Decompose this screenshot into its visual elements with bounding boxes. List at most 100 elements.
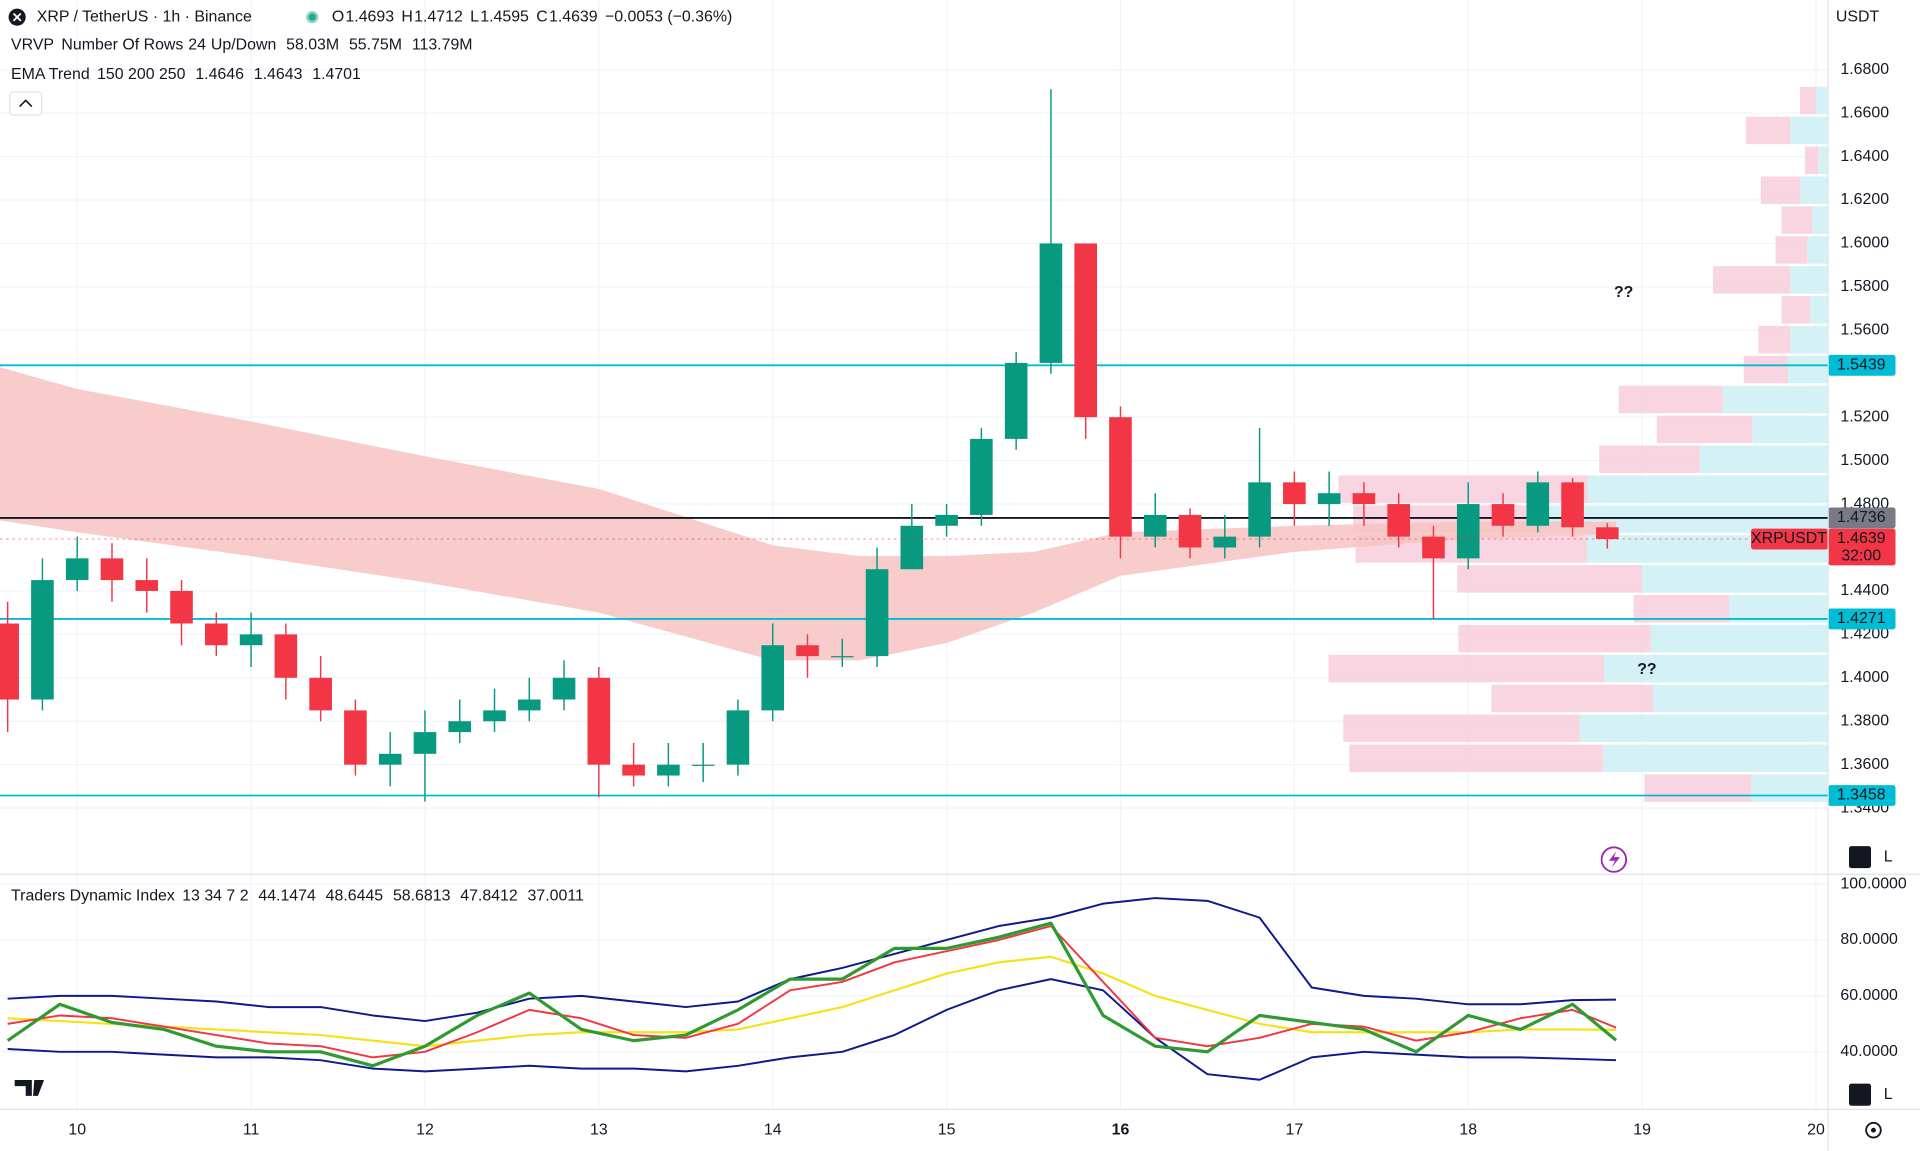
candle-body [31, 580, 54, 700]
candle-body [900, 525, 924, 570]
legend-text: L [470, 8, 479, 25]
candle-body [413, 732, 437, 754]
alert-icon[interactable] [1600, 846, 1628, 873]
volume-profile-down [1751, 774, 1829, 802]
y-tick-label: 60.0000 [1840, 987, 1898, 1004]
volume-profile-up [1656, 415, 1753, 444]
legend-text: H [401, 8, 413, 25]
annotation: ?? [1614, 284, 1633, 301]
text-layer: 10 11 12 13 14 15 16 17 18 19 20 1.6800 1.6600 1.6400… [11, 8, 1907, 1138]
candle-body [1283, 482, 1306, 505]
candle-body [1004, 362, 1028, 439]
candle-body [517, 699, 541, 711]
volume-profile-up [1349, 744, 1603, 772]
legend-text: 1.4693 [345, 8, 394, 25]
volume-profile-up [1800, 86, 1816, 115]
legend-text: XRP / TetherUS · 1h · Binance [37, 8, 252, 25]
volume-profile-down [1812, 206, 1829, 234]
candle-body [274, 634, 298, 678]
volume-profile-up [1328, 654, 1605, 683]
candle-body [796, 645, 819, 657]
y-tick-label: 1.5200 [1840, 408, 1889, 425]
collapse-button[interactable] [9, 91, 43, 116]
x-tick-label: 19 [1633, 1121, 1651, 1138]
y-tick-label: 100.0000 [1840, 875, 1906, 892]
volume-profile-down [1588, 475, 1829, 503]
volume-profile-down [1790, 325, 1829, 354]
x-tick-label: 17 [1286, 1121, 1304, 1138]
candle-body [1596, 527, 1619, 540]
log-scale-button[interactable]: L [1884, 1086, 1893, 1103]
level-label-bg [1828, 608, 1896, 630]
x-tick-label: 15 [938, 1121, 956, 1138]
level-label: 1.4271 [1837, 610, 1886, 627]
candle-body [1561, 482, 1584, 528]
volume-profile-up [1746, 116, 1791, 145]
log-scale-button[interactable]: L [1884, 848, 1893, 865]
volume-profile-down [1809, 296, 1829, 324]
candle-body [344, 710, 367, 765]
volume-profile-down [1579, 714, 1829, 743]
candle-body [1526, 482, 1550, 526]
close-icon-x [12, 12, 22, 22]
level-label-bg [1828, 507, 1896, 529]
level-label-bg [1828, 354, 1896, 376]
volume-profile-up [1644, 774, 1752, 802]
plot-layer [0, 86, 1829, 1081]
volume-profile-up [1599, 445, 1700, 474]
y-tick-label: 1.5800 [1840, 278, 1889, 295]
volume-profile-down [1790, 116, 1829, 145]
pair-tag-bg [1751, 528, 1829, 550]
collapse-icon [19, 99, 33, 108]
legend-text: C [536, 8, 548, 25]
candle-body [1422, 536, 1445, 559]
tv-logo [14, 1079, 45, 1096]
candle-body [622, 764, 645, 776]
tdi-line [7, 978, 1617, 1081]
y-tick-label: 80.0000 [1840, 931, 1898, 948]
settings-icon-core [1871, 1127, 1876, 1133]
y-tick-label: 1.4000 [1840, 669, 1889, 686]
volume-profile-up [1338, 475, 1589, 503]
volume-profile-down [1722, 385, 1829, 414]
volume-profile-up [1633, 595, 1729, 623]
volume-profile-up [1743, 355, 1788, 384]
auto-scale-button[interactable]: A [1855, 1086, 1866, 1103]
level-label-bg [1828, 785, 1896, 806]
candle-body [448, 721, 472, 733]
y-tick-label: 1.6800 [1840, 61, 1889, 78]
candle-body [1317, 493, 1341, 505]
candle-body [657, 764, 680, 776]
last-price-bg [1828, 528, 1896, 566]
settings-icon[interactable] [1865, 1121, 1882, 1139]
candle-body [587, 677, 611, 765]
volume-profile-down [1699, 445, 1829, 474]
candle-body [691, 764, 715, 766]
tdi-line [7, 897, 1617, 1023]
y-tick-label: 1.6200 [1840, 191, 1889, 208]
candle-body [1178, 514, 1202, 548]
legend-text: 113.79M [412, 37, 473, 54]
legend-text: VRVP [11, 37, 54, 54]
legend-text: 58.6813 [393, 888, 451, 905]
auto-scale-button[interactable]: A [1855, 848, 1866, 865]
annotation: ?? [1637, 661, 1656, 678]
y-tick-label: 1.6000 [1840, 235, 1889, 252]
candle-body [761, 645, 785, 711]
x-tick-label: 14 [764, 1121, 782, 1138]
x-tick-label: 12 [416, 1121, 434, 1138]
status-dot [308, 13, 316, 21]
volume-profile-up [1713, 266, 1791, 294]
legend-text: 150 200 250 [97, 66, 186, 83]
legend-text: Number Of Rows [61, 37, 183, 54]
auto-scale-button-bg [1848, 1083, 1872, 1106]
legend-text: EMA Trend [11, 66, 90, 83]
volume-profile-down [1642, 565, 1829, 593]
legend-text: Traders Dynamic Index [11, 888, 175, 905]
level-label: 1.4736 [1837, 509, 1886, 526]
y-tick-label: 1.5600 [1840, 322, 1889, 339]
level-label: 1.5439 [1837, 356, 1886, 373]
currency: USDT [1836, 8, 1880, 25]
volume-profile-down [1752, 415, 1829, 444]
